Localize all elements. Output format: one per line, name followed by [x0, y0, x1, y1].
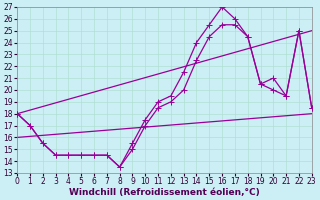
X-axis label: Windchill (Refroidissement éolien,°C): Windchill (Refroidissement éolien,°C) [69, 188, 260, 197]
